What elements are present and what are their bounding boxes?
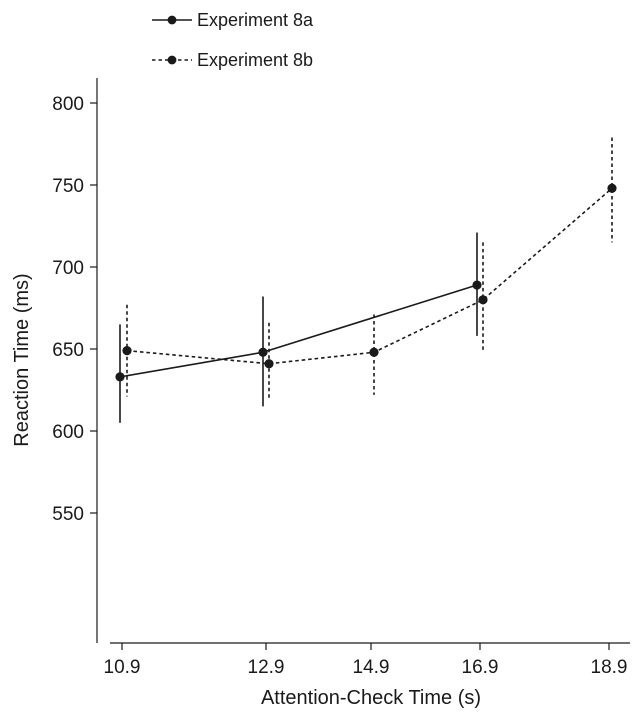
data-point xyxy=(369,347,379,357)
y-tick-label: 550 xyxy=(52,504,84,525)
axes xyxy=(96,78,630,644)
y-axis-title: Reaction Time (ms) xyxy=(11,273,33,446)
legend-label: Experiment 8b xyxy=(197,50,313,70)
y-tick-label: 650 xyxy=(52,340,84,361)
series-layer xyxy=(115,137,617,423)
data-point xyxy=(115,372,125,382)
x-axis-title: Attention-Check Time (s) xyxy=(261,687,481,709)
series-experiment-8b xyxy=(122,137,617,400)
legend-swatch-point xyxy=(167,55,177,65)
data-point xyxy=(264,359,274,369)
legend-swatch-point xyxy=(167,15,177,25)
data-point xyxy=(472,280,482,290)
x-tick-label: 10.9 xyxy=(104,657,141,678)
series-line xyxy=(119,284,478,378)
y-tick-label: 750 xyxy=(52,176,84,197)
legend: Experiment 8a Experiment 8b xyxy=(152,10,314,70)
legend-item: Experiment 8b xyxy=(152,50,313,70)
series-line xyxy=(126,187,613,365)
x-ticks: 10.9 12.9 14.9 16.9 18.9 xyxy=(104,643,628,678)
x-tick-label: 18.9 xyxy=(591,657,628,678)
legend-item: Experiment 8a xyxy=(152,10,314,30)
data-point xyxy=(122,346,132,356)
y-tick-label: 800 xyxy=(52,94,84,115)
series-experiment-8a xyxy=(115,232,482,423)
x-tick-label: 12.9 xyxy=(248,657,285,678)
y-tick-label: 600 xyxy=(52,422,84,443)
y-tick-label: 700 xyxy=(52,258,84,279)
data-point xyxy=(258,347,268,357)
x-tick-label: 16.9 xyxy=(462,657,499,678)
x-tick-label: 14.9 xyxy=(353,657,390,678)
data-point xyxy=(607,183,617,193)
legend-label: Experiment 8a xyxy=(197,10,314,30)
data-point xyxy=(478,295,488,305)
y-ticks: 550 600 650 700 750 800 xyxy=(52,94,97,525)
